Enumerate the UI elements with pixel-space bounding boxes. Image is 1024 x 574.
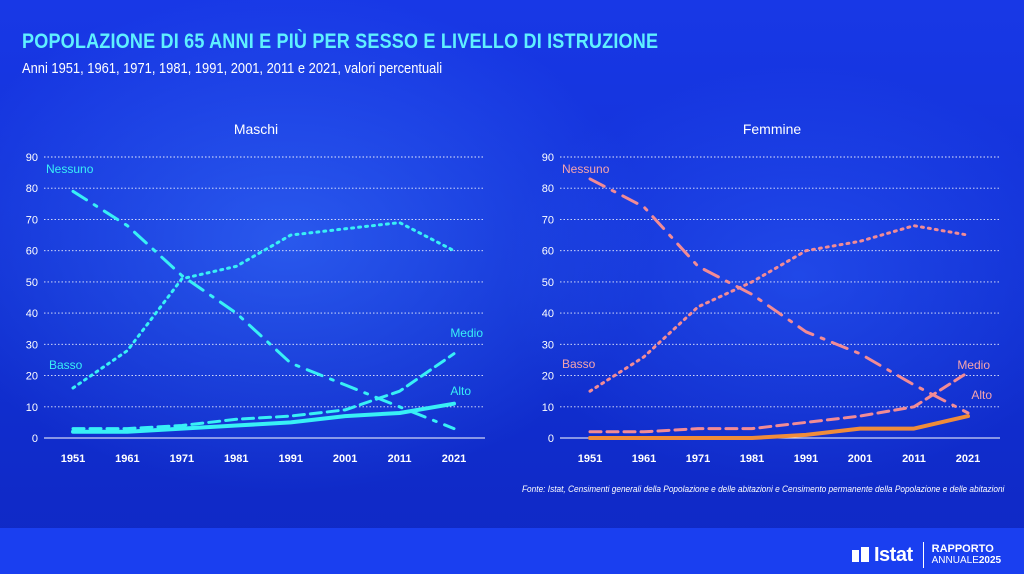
maschi-x-tick-label: 2001 [333, 453, 357, 465]
femmine-x-tick-label: 1961 [632, 453, 656, 465]
maschi-x-tick-label: 1951 [61, 453, 85, 465]
femmine-x-tick-label: 2021 [956, 453, 980, 465]
maschi-series-nessuno-line [71, 189, 456, 431]
maschi-x-tick-label: 1961 [115, 453, 139, 465]
logo-rapporto-text: RAPPORTO [931, 543, 994, 555]
logo-separator [922, 542, 924, 568]
maschi-series-medio-line [71, 352, 456, 431]
femmine-y-tick-label: 0 [548, 433, 554, 445]
femmine-x-tick-label: 1951 [578, 453, 602, 465]
femmine-series-alto-line [588, 414, 970, 440]
maschi-y-tick-label: 20 [26, 371, 38, 383]
maschi-x-tick-label: 1981 [224, 453, 248, 465]
istat-logo: Istat RAPPORTO ANNUALE2025 [852, 540, 1001, 570]
femmine-x-tick-label: 1971 [686, 453, 710, 465]
femmine-series-label-basso: Basso [562, 357, 596, 371]
page-subtitle: Anni 1951, 1961, 1971, 1981, 1991, 2001,… [22, 60, 443, 77]
femmine-series-basso-line [588, 224, 970, 393]
femmine-series-nessuno-line [588, 177, 970, 415]
maschi-y-tick-label: 80 [26, 183, 38, 195]
femmine-y-tick-label: 10 [542, 402, 554, 414]
femmine-x-tick-label: 2011 [902, 453, 926, 465]
logo-istat-text: Istat [874, 543, 913, 566]
femmine-series-label-medio: Medio [957, 358, 990, 372]
femmine-y-tick-label: 40 [542, 308, 554, 320]
femmine-series-medio-line [588, 370, 970, 434]
maschi-series-label-nessuno: Nessuno [46, 162, 94, 176]
femmine-series-label-alto: Alto [971, 388, 992, 402]
istat-logo-icon [852, 547, 870, 563]
maschi-x-tick-label: 1971 [170, 453, 194, 465]
femmine-y-tick-label: 90 [542, 152, 554, 164]
femmine-y-tick-label: 20 [542, 371, 554, 383]
maschi-y-tick-label: 50 [26, 277, 38, 289]
femmine-series-label-nessuno: Nessuno [562, 162, 610, 176]
femmine-x-tick-label: 1981 [740, 453, 764, 465]
maschi-chart-title: Maschi [234, 121, 278, 137]
maschi-x-tick-label: 1991 [278, 453, 302, 465]
maschi-y-tick-label: 10 [26, 402, 38, 414]
femmine-y-tick-label: 30 [542, 339, 554, 351]
maschi-series-label-medio: Medio [450, 326, 483, 340]
logo-report-label: RAPPORTO ANNUALE2025 [931, 543, 1002, 567]
maschi-series-label-alto: Alto [450, 384, 471, 398]
source-note: Fonte: Istat, Censimenti generali della … [522, 484, 1005, 494]
femmine-y-tick-label: 70 [542, 214, 554, 226]
logo-annuale-text: ANNUALE2025 [932, 555, 1002, 566]
maschi-series-basso-line [71, 221, 456, 390]
page-title: POPOLAZIONE DI 65 ANNI E PIÙ PER SESSO E… [22, 30, 659, 53]
maschi-y-tick-label: 60 [26, 246, 38, 258]
logo-year: 2025 [978, 555, 1002, 566]
femmine-y-tick-label: 80 [542, 183, 554, 195]
maschi-y-tick-label: 30 [26, 339, 38, 351]
maschi-x-tick-label: 2011 [388, 453, 412, 465]
femmine-x-tick-label: 2001 [848, 453, 872, 465]
maschi-y-tick-label: 70 [26, 214, 38, 226]
femmine-y-tick-label: 50 [542, 277, 554, 289]
maschi-y-tick-label: 90 [26, 152, 38, 164]
maschi-series-alto-line [71, 401, 456, 434]
maschi-x-tick-label: 2021 [442, 453, 466, 465]
maschi-y-tick-label: 0 [32, 433, 38, 445]
femmine-y-tick-label: 60 [542, 246, 554, 258]
maschi-series-label-basso: Basso [49, 358, 83, 372]
logo-annuale-word: ANNUALE [931, 555, 979, 566]
maschi-y-tick-label: 40 [26, 308, 38, 320]
femmine-x-tick-label: 1991 [794, 453, 818, 465]
femmine-chart-title: Femmine [743, 121, 802, 137]
